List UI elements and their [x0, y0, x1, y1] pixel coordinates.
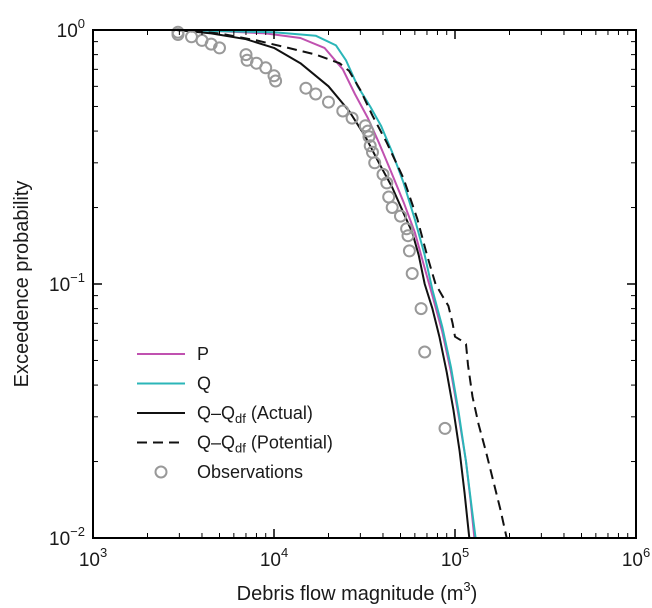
legend-marker-observations [154, 465, 168, 479]
y-tick-label: 100 [57, 16, 85, 42]
x-tick-label: 103 [79, 545, 107, 571]
legend: PQ Q–Qdf (Actual) Q–Qdf (Potential) Observa… [137, 344, 333, 482]
observation-point [438, 421, 452, 435]
observation-point [259, 61, 273, 75]
observation-point [400, 222, 414, 236]
observations-layer [171, 25, 452, 435]
observation-point [345, 111, 359, 125]
plot-frame [92, 29, 637, 539]
observation-point [382, 190, 396, 204]
observation-point [363, 139, 377, 153]
observation-point [380, 176, 394, 190]
observation-point [299, 81, 313, 95]
observation-point [402, 244, 416, 258]
ticks-layer: 103 104 105 106 10−2 10−1 100 [49, 16, 650, 571]
x-axis-label: Debris flow magnitude (m3) [237, 579, 478, 605]
observation-point [309, 87, 323, 101]
observation-point [385, 201, 399, 214]
observation-point [401, 229, 415, 243]
observation-point [414, 302, 428, 316]
legend-label-p: P [197, 344, 209, 364]
x-tick-label: 106 [622, 545, 650, 571]
series-layer [176, 29, 508, 539]
observation-point [418, 345, 432, 359]
observation-point [239, 48, 253, 62]
observation-point [269, 74, 283, 88]
x-tick-label: 105 [441, 545, 469, 571]
y-tick-label: 10−2 [49, 524, 85, 550]
observation-point [368, 156, 382, 170]
legend-label-q-q-df-potential: Q–Qdf (Potential) [197, 433, 333, 456]
legend-label-observations: Observations [197, 462, 303, 482]
legend-label-q-q-df-actual: Q–Qdf (Actual) [197, 403, 313, 426]
series-line-q-q-df-actual [176, 29, 471, 539]
x-tick-label: 104 [260, 545, 288, 571]
y-tick-label: 10−1 [49, 270, 85, 296]
observation-point [322, 95, 335, 109]
observation-point [213, 41, 226, 55]
y-axis-label: Exceedence probability [11, 181, 33, 388]
observation-point [362, 130, 376, 144]
observation-point [394, 209, 407, 223]
observation-point [185, 30, 198, 44]
legend-label-q: Q [197, 374, 211, 394]
series-line-q [176, 29, 477, 539]
series-line-q-q-df-potential [176, 29, 508, 539]
observation-point [361, 124, 375, 138]
observation-point [336, 104, 350, 118]
observation-point [405, 267, 419, 280]
